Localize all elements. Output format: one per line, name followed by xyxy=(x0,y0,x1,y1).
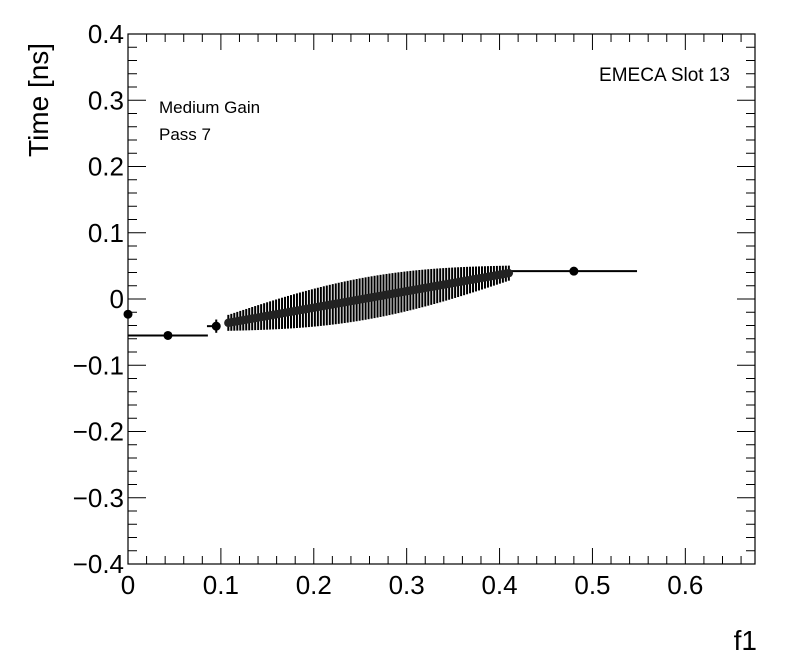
y-tick-label: −0.3 xyxy=(73,483,124,513)
x-tick-label: 0.4 xyxy=(481,570,517,600)
y-tick-label: 0.1 xyxy=(88,218,124,248)
x-tick-label: 0.1 xyxy=(203,570,239,600)
pass-annotation: Pass 7 xyxy=(159,125,211,144)
y-tick-label: 0 xyxy=(110,284,124,314)
y-tick-label: 0.4 xyxy=(88,19,124,49)
y-tick-label: −0.4 xyxy=(73,549,124,579)
x-tick-label: 0.5 xyxy=(574,570,610,600)
y-tick-label: −0.1 xyxy=(73,350,124,380)
x-tick-label: 0.2 xyxy=(296,570,332,600)
x-tick-label: 0.6 xyxy=(667,570,703,600)
y-tick-label: −0.2 xyxy=(73,417,124,447)
y-tick-label: 0.3 xyxy=(88,85,124,115)
y-tick-label: 0.2 xyxy=(88,152,124,182)
axis-tick-labels: 0 0.1 0.2 0.3 0.4 0.5 0.6 −0.4 −0.3 −0.2 −0.1 0 0.1 0… xyxy=(73,19,704,600)
data-point xyxy=(211,321,221,331)
data-point xyxy=(163,330,173,340)
axis-ticks xyxy=(127,33,755,565)
data-series xyxy=(123,265,638,340)
data-point xyxy=(569,266,579,276)
dense-point xyxy=(504,268,514,278)
slot-annotation: EMECA Slot 13 xyxy=(599,65,730,86)
x-tick-label: 0 xyxy=(121,570,135,600)
y-axis-title: Time [ns] xyxy=(23,43,54,157)
x-axis-title: f1 xyxy=(734,625,757,656)
data-point xyxy=(123,309,133,319)
x-tick-label: 0.3 xyxy=(389,570,425,600)
gain-annotation: Medium Gain xyxy=(159,98,260,117)
